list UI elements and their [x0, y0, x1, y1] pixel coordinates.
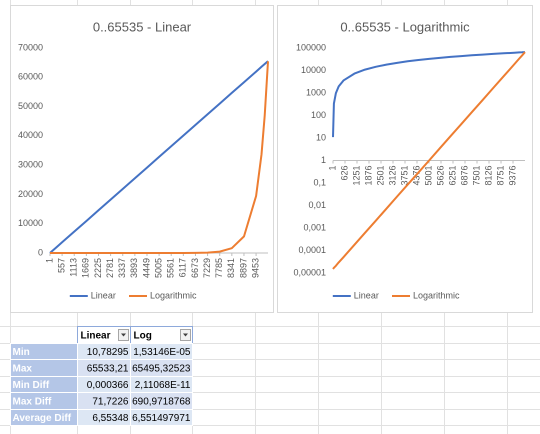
chart-title: 0..65535 - Linear: [93, 19, 192, 34]
x-tick-label: 3337: [117, 258, 127, 278]
y-tick-label: 30000: [18, 160, 43, 170]
column-header: Log: [134, 331, 152, 342]
legend-label: Linear: [354, 290, 379, 300]
x-tick-label: 6876: [459, 166, 469, 186]
x-tick-label: 8341: [226, 258, 236, 278]
chart-area[interactable]: [277, 5, 533, 313]
y-tick-label: 20000: [18, 189, 43, 199]
y-tick-label: 0,01: [308, 200, 326, 210]
x-tick-label: 8897: [238, 258, 248, 278]
y-tick-label: 70000: [18, 42, 43, 52]
x-tick-label: 5626: [435, 166, 445, 186]
x-tick-label: 3751: [399, 166, 409, 186]
x-tick-label: 1: [327, 166, 337, 171]
chart-title: 0..65535 - Logarithmic: [340, 19, 470, 34]
x-tick-label: 6673: [190, 258, 200, 278]
y-tick-label: 100000: [296, 42, 326, 52]
row-label: Max: [13, 364, 33, 375]
cell-value: 6,55348: [92, 413, 129, 424]
cell-value: 6,551497971: [132, 413, 191, 424]
x-tick-label: 6117: [178, 258, 188, 277]
x-tick-label: 2225: [93, 258, 103, 278]
filter-arrow: [183, 333, 188, 337]
legend-label: Logarithmic: [413, 290, 460, 300]
x-tick-label: 2781: [105, 258, 115, 278]
x-tick-label: 5561: [166, 258, 176, 278]
x-tick-label: 7501: [471, 166, 481, 186]
y-tick-label: 50000: [18, 101, 43, 111]
legend-label: Linear: [91, 290, 116, 300]
x-tick-label: 7785: [214, 258, 224, 278]
row-label: Min Diff: [13, 380, 50, 391]
series-line: [49, 60, 269, 254]
x-tick-label: 5001: [423, 166, 433, 186]
x-tick-label: 1876: [363, 166, 373, 186]
series-line: [50, 61, 269, 254]
x-tick-label: 4449: [141, 258, 151, 278]
y-tick-label: 0: [38, 247, 43, 257]
y-tick-label: 10000: [18, 218, 43, 228]
row-label: Average Diff: [13, 413, 72, 424]
x-tick-label: 8751: [495, 166, 505, 186]
x-tick-label: 5005: [153, 258, 163, 278]
y-tick-label: 10: [316, 132, 326, 142]
x-tick-label: 9453: [250, 258, 260, 278]
cell-value: 1,53146E-05: [133, 347, 191, 358]
y-tick-label: 100: [311, 110, 326, 120]
x-tick-label: 1: [44, 258, 54, 263]
chart-area[interactable]: [10, 5, 274, 313]
y-tick-label: 1000: [306, 87, 326, 97]
x-tick-label: 6251: [447, 166, 457, 186]
x-tick-label: 3893: [129, 258, 139, 278]
y-tick-label: 60000: [18, 72, 43, 82]
x-tick-label: 1251: [351, 166, 361, 186]
x-tick-label: 557: [56, 258, 66, 273]
y-tick-label: 0,0001: [298, 245, 326, 255]
x-tick-label: 8126: [483, 166, 493, 186]
cell-value: 71,7226: [92, 397, 129, 408]
x-tick-label: 3126: [387, 166, 397, 186]
cell-value: 2,11068E-11: [135, 380, 191, 391]
y-tick-label: 40000: [18, 130, 43, 140]
x-tick-label: 9376: [507, 166, 517, 186]
filter-arrow: [121, 333, 126, 337]
series-line: [332, 51, 526, 138]
cell-value: 0,000366: [87, 380, 129, 391]
y-tick-label: 10000: [301, 65, 326, 75]
y-tick-label: 0,001: [303, 222, 326, 232]
x-tick-label: 1113: [69, 258, 79, 277]
column-header: Linear: [81, 331, 111, 342]
cell-value: 65495,32523: [132, 364, 191, 375]
data-cell: [130, 409, 193, 426]
legend-label: Logarithmic: [150, 290, 197, 300]
y-tick-label: 0,1: [313, 177, 326, 187]
x-tick-label: 7229: [202, 258, 212, 278]
y-tick-label: 0,00001: [293, 267, 326, 277]
x-tick-label: 2501: [375, 166, 385, 186]
cell-value: 690,9718768: [132, 397, 191, 408]
cell-value: 10,78295: [87, 347, 129, 358]
table: Linear Log Min 10,78295 1,53146E-05 Max 65533,…: [10, 326, 193, 426]
series-line: [332, 51, 526, 270]
row-label: Min: [13, 347, 30, 358]
x-tick-label: 626: [339, 166, 349, 181]
cell-value: 65533,21: [87, 364, 129, 375]
row-label: Max Diff: [13, 397, 53, 408]
x-tick-label: 1669: [81, 258, 91, 278]
y-tick-label: 1: [321, 155, 326, 165]
